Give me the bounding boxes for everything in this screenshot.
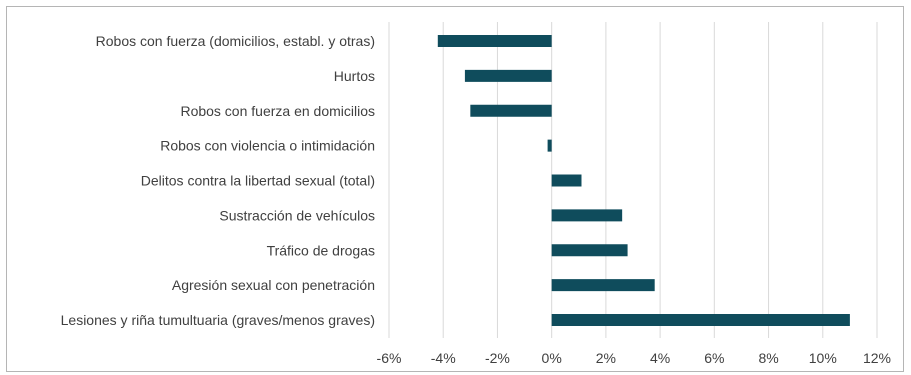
bar xyxy=(470,104,552,117)
x-tick-label: 8% xyxy=(758,350,778,366)
bar xyxy=(547,139,552,152)
x-tick-label: 2% xyxy=(596,350,616,366)
x-tick-label: 10% xyxy=(809,350,837,366)
bar xyxy=(551,244,628,257)
bar xyxy=(437,35,552,47)
bar xyxy=(464,69,552,82)
category-label: Robos con violencia o intimidación xyxy=(160,138,375,154)
bar xyxy=(551,209,623,222)
gridlines xyxy=(388,22,878,338)
category-label: Lesiones y riña tumultuaria (graves/meno… xyxy=(61,312,375,328)
chart-frame xyxy=(6,6,904,372)
x-tick-label: -6% xyxy=(377,350,402,366)
x-tick-label: -2% xyxy=(485,350,510,366)
x-axis-tick-labels: -6% -4% -2% 0% 2% 4% 6% 8% 10% 12% xyxy=(377,350,891,366)
bar xyxy=(551,174,582,187)
category-label: Sustracción de vehículos xyxy=(219,207,375,223)
category-label: Robos con fuerza (domicilios, establ. y … xyxy=(96,33,375,49)
category-label: Delitos contra la libertad sexual (total… xyxy=(141,173,375,189)
bars xyxy=(437,35,850,326)
category-label: Tráfico de drogas xyxy=(267,242,375,258)
x-tick-label: -4% xyxy=(431,350,456,366)
x-tick-label: 4% xyxy=(650,350,670,366)
x-tick-label: 12% xyxy=(863,350,891,366)
category-labels: Robos con fuerza (domicilios, establ. y … xyxy=(61,33,375,328)
x-tick-label: 0% xyxy=(542,350,562,366)
x-tick-label: 6% xyxy=(704,350,724,366)
bar xyxy=(551,279,655,292)
category-label: Hurtos xyxy=(334,68,375,84)
bar xyxy=(551,314,850,326)
category-label: Agresión sexual con penetración xyxy=(172,277,375,293)
category-label: Robos con fuerza en domicilios xyxy=(180,103,375,119)
